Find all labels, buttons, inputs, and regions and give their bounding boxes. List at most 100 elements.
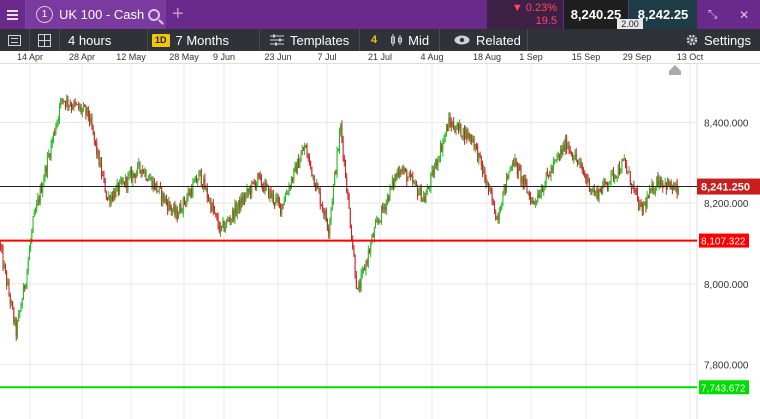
price-type-select[interactable]: 4 Mid [360,29,440,51]
layout-grid-icon[interactable] [30,29,60,51]
range-label: 7 Months [175,32,229,48]
candle-body [229,220,231,222]
instrument-header-bar: 1 UK 100 - Cash + ▼ 0.23% 19.5 8,240.25 … [0,0,760,30]
candle-body [339,132,340,150]
candle-body [144,170,146,174]
chart-menu-icon[interactable] [0,29,30,51]
search-icon[interactable] [148,8,160,21]
candle-body [275,198,277,204]
candle-body [123,181,125,187]
candle-body [498,212,500,220]
candle-body [151,177,153,189]
candle-body [554,160,556,162]
related-button[interactable]: Related [440,29,528,51]
candle-body [269,189,271,199]
candle-body [524,178,526,185]
candle-body [176,209,178,219]
candle-body [616,176,618,178]
x-tick-label: 4 Aug [420,52,444,62]
candle-body [319,191,321,205]
candle-body [649,189,651,199]
candle-body [78,104,80,109]
candle-body [85,106,87,115]
candle-body [533,201,535,203]
candle-body [349,208,351,228]
candle-body [450,122,452,128]
candle-body [6,271,8,286]
candle-body [253,182,255,184]
candle-body [400,170,402,173]
candle-body [675,184,677,188]
candle-body [537,194,539,202]
candle-body [163,193,165,202]
range-select[interactable]: 1D 7 Months [148,29,260,51]
sell-price-button[interactable]: 8,240.25 [564,0,628,29]
candle-body [311,166,313,177]
candle-body [490,187,492,194]
candle-body [173,205,175,211]
range-badge: 1D [152,33,170,47]
candle-body [545,172,547,184]
candle-body [188,192,190,196]
candle-body [578,162,580,164]
price-chart[interactable]: 8,400.000 8,200.000 8,000.000 7,800.000 8,24… [0,64,760,419]
candle-body [640,202,642,205]
candle-body [495,213,497,220]
interval-select[interactable]: 4 hours [60,29,148,51]
scroll-to-latest-icon[interactable] [668,64,682,76]
candle-body [433,167,435,176]
candle-body [215,212,217,214]
candle-body [406,170,408,182]
candle-body [42,185,44,193]
templates-button[interactable]: Templates [260,29,360,51]
close-icon[interactable]: ✕ [739,7,750,22]
candle-body [49,154,51,158]
candle-body [282,204,284,206]
candle-body [126,177,128,188]
candle-body [254,182,256,188]
menu-icon[interactable] [0,0,26,29]
candle-body [646,196,648,208]
candle-body [655,187,657,192]
candle-body [227,219,229,221]
candle-body [378,220,380,222]
x-tick-label: 28 May [169,52,199,62]
candle-body [223,221,225,231]
candle-body [621,160,623,172]
candle-body [56,120,58,127]
candle-body [40,187,42,193]
candle-body [153,180,155,190]
candle-body [548,174,550,176]
candle-body [320,204,322,207]
collapse-icon[interactable]: ⤡ [707,7,718,21]
candle-body [408,173,410,178]
candle-body [102,175,104,177]
candle-body [250,188,252,195]
candle-body [121,179,123,183]
candle-body [370,243,372,252]
candle-body [354,255,356,276]
candle-body [16,321,18,337]
candle-body [348,194,350,209]
candle-body [334,172,336,185]
candle-body [412,176,414,184]
candle-body [149,178,151,180]
candle-body [536,201,538,203]
candle-body [429,187,431,189]
candle-body [506,176,508,191]
candle-body [165,198,167,203]
candle-body [399,170,401,176]
candle-body [96,142,98,155]
candle-body [183,197,185,203]
settings-button[interactable]: Settings [686,29,760,51]
candle-body [549,175,551,177]
candle-body [472,139,474,143]
add-tab-icon[interactable]: + [172,3,184,25]
candle-body [638,197,640,210]
candle-body [605,182,607,184]
candle-body [586,178,588,182]
candle-body [218,225,220,232]
instrument-tab[interactable]: 1 UK 100 - Cash [26,0,166,29]
candle-body [127,175,129,188]
candle-body [627,171,629,173]
